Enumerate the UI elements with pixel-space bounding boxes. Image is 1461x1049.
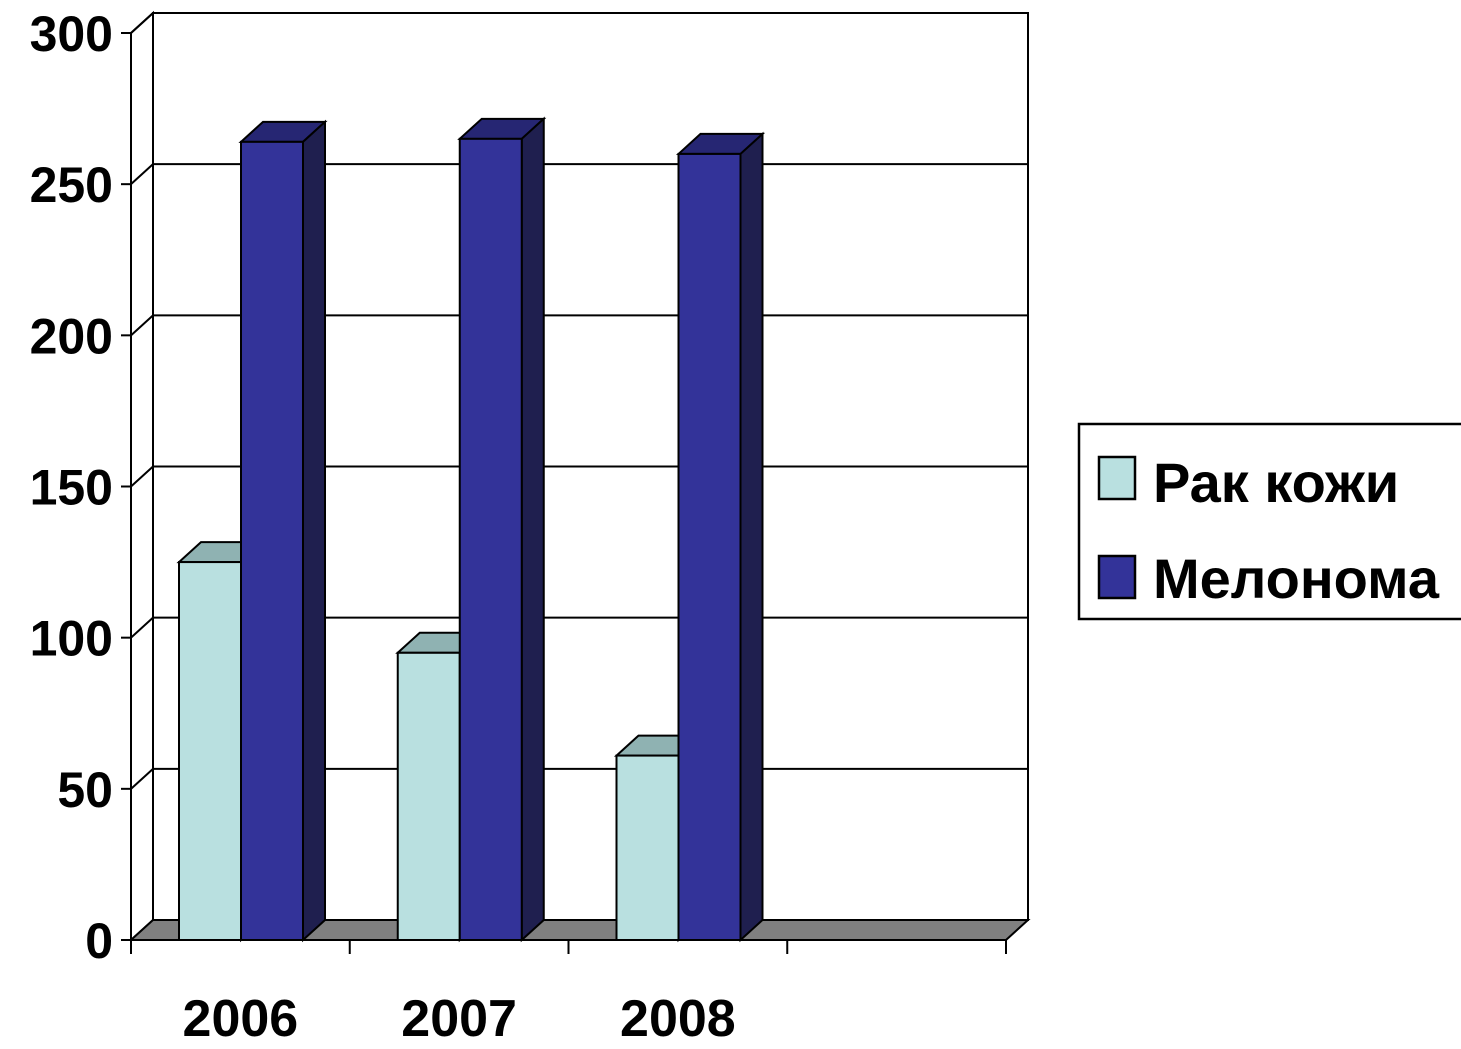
- bar-front-2008-series-1: [677, 152, 742, 941]
- y-tick-label-0: 0: [85, 913, 113, 969]
- y-tick-label-200: 200: [30, 308, 113, 364]
- x-tick-label-2007: 2007: [401, 990, 517, 1044]
- gridline-side: [130, 768, 154, 790]
- y-tick-label-150: 150: [30, 460, 113, 516]
- x-tick-label-2006: 2006: [183, 990, 299, 1044]
- gridline-side: [130, 12, 154, 34]
- bar-front-2007-series-1: [458, 137, 523, 942]
- bars: [176, 116, 766, 943]
- x-tick-labels: 2006 2007 2008: [183, 990, 736, 1048]
- y-tick-label-100: 100: [30, 611, 113, 667]
- bar-front-2006-series-1: [240, 140, 304, 941]
- bar-2007-series-1: [457, 116, 547, 943]
- legend-swatch-series-0: [1097, 455, 1137, 501]
- legend-label-series-1: Мелонома: [1153, 547, 1440, 610]
- y-tick-labels: 0 50 100 150 200 250 300: [30, 6, 113, 969]
- legend-box: [1077, 422, 1461, 621]
- x-tick-label-2008: 2008: [620, 990, 736, 1044]
- gridline-side: [130, 314, 154, 337]
- y-tick-label-300: 300: [30, 6, 113, 62]
- bar-side-2008-series-1: [739, 131, 764, 943]
- bar-2008-series-1: [675, 131, 766, 943]
- bar-side-2006-series-1: [302, 119, 326, 943]
- legend: Рак кожи Мелонома: [1077, 422, 1461, 621]
- bar-front-2007-series-0: [396, 651, 461, 941]
- gridline-side: [130, 616, 154, 639]
- gridline-side: [130, 163, 154, 185]
- bar-side-2007-series-1: [520, 116, 545, 943]
- bar-front-2006-series-0: [178, 561, 242, 941]
- legend-swatch-series-1: [1097, 554, 1137, 600]
- legend-label-series-0: Рак кожи: [1153, 451, 1399, 514]
- gridline-side: [130, 465, 154, 488]
- y-tick-label-50: 50: [57, 762, 113, 818]
- y-tick-label-250: 250: [30, 157, 113, 213]
- bar-front-2008-series-0: [615, 754, 680, 941]
- bar-2006-series-1: [238, 119, 328, 943]
